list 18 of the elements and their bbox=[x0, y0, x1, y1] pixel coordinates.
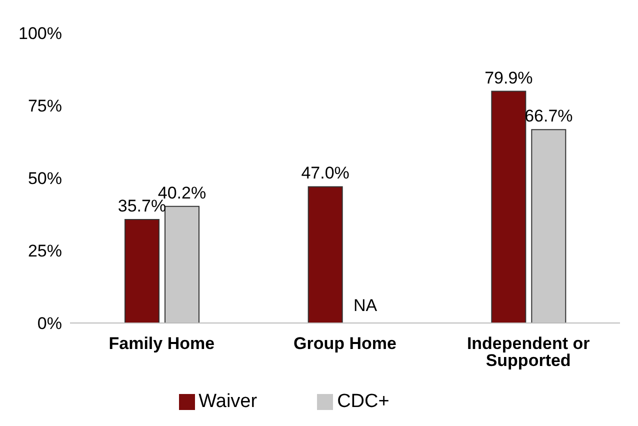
y-tick-label: 75% bbox=[28, 96, 62, 116]
data-label: 47.0% bbox=[301, 164, 350, 183]
y-tick-label: 100% bbox=[18, 24, 62, 44]
legend-label: Waiver bbox=[198, 391, 258, 412]
bar bbox=[531, 129, 566, 323]
y-tick-label: 25% bbox=[28, 242, 62, 261]
text: NA bbox=[354, 296, 378, 315]
bar bbox=[124, 218, 160, 323]
x-tick-label: Family Home bbox=[108, 334, 215, 354]
x-tick-label: Group Home bbox=[294, 334, 396, 354]
y-tick-label: 50% bbox=[28, 169, 62, 188]
legend-label: CDC+ bbox=[337, 391, 390, 412]
data-label: 79.9% bbox=[484, 68, 533, 88]
bar bbox=[491, 90, 526, 323]
y-tick-label: 0% bbox=[37, 314, 62, 334]
x-tick-label: Independent or Supported bbox=[466, 334, 590, 370]
bar bbox=[164, 206, 200, 323]
bar bbox=[308, 186, 343, 323]
